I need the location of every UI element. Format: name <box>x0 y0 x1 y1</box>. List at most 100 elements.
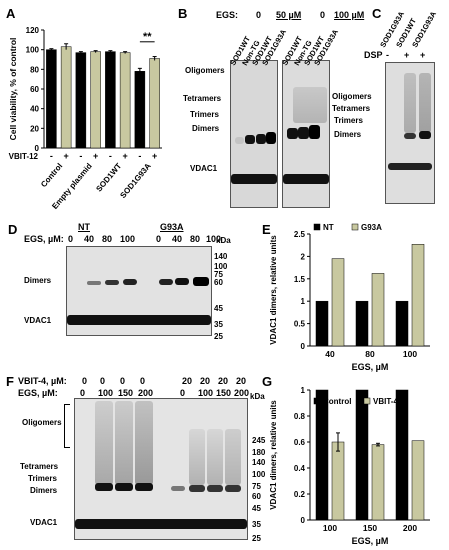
blot-f-vbit-value: 20 <box>200 376 211 386</box>
blot-c <box>385 62 435 204</box>
egs-label: EGS: <box>216 10 239 20</box>
panel-letter-g: G <box>262 374 273 389</box>
blot-d-marker: 100 <box>214 262 228 271</box>
blot-f-marker: 100 <box>252 470 266 479</box>
g-bar <box>371 444 385 521</box>
e-bar <box>331 258 345 347</box>
a-bar <box>60 46 72 149</box>
egs-um-label: EGS, µM: <box>24 234 64 244</box>
blot-f-label-vdac1: VDAC1 <box>30 518 58 527</box>
e-ytick-label: 2.5 <box>294 230 306 239</box>
blot-f <box>74 398 248 540</box>
blot-f-marker: 75 <box>252 482 261 491</box>
egs-conc-50: 50 µM <box>276 10 302 20</box>
dsp-sign-2: + <box>404 50 410 60</box>
blot-d-marker: 75 <box>214 270 223 279</box>
g-y-label: VDAC1 dimers, relative units <box>269 400 278 510</box>
g-x-label: EGS, µM <box>352 536 389 546</box>
blot-f-marker: 25 <box>252 534 261 543</box>
blot-d-marker: 140 <box>214 252 228 261</box>
e-category-label: 100 <box>403 349 417 359</box>
dsp-sign-3: + <box>420 50 426 60</box>
blot-f-marker: 245 <box>252 436 266 445</box>
blot-b-left <box>230 60 278 208</box>
egs-label-f: EGS, µM: <box>18 388 58 398</box>
a-group-label: SOD1WT <box>94 161 123 193</box>
blot-f-label-oligomers: Oligomers <box>22 418 62 427</box>
blot-d-egs-value: 40 <box>84 234 95 244</box>
blot-f-vbit-value: 20 <box>218 376 229 386</box>
blot-f-marker: 180 <box>252 448 266 457</box>
blot-d-marker: 45 <box>214 304 223 313</box>
e-y-label: VDAC1 dimers, relative units <box>269 235 278 345</box>
vbit-label: VBIT-4, µM: <box>18 376 67 386</box>
blot-f-vbit-value: 0 <box>140 376 146 386</box>
blot-f-vbit-value: 0 <box>100 376 106 386</box>
panel-letter-c: C <box>372 6 382 21</box>
blot-d-marker: 25 <box>214 332 223 341</box>
blot-f-marker: 45 <box>252 504 261 513</box>
blot-d-egs-value: 40 <box>172 234 183 244</box>
g-category-label: 150 <box>363 523 377 533</box>
a-ytick-label: 120 <box>26 26 40 35</box>
blot-c-lane-label: SOD1G93A <box>410 9 439 49</box>
a-treatment-sign: + <box>122 151 127 161</box>
egs-conc-100: 100 µM <box>334 10 365 20</box>
g-ytick-label: 0.4 <box>294 464 306 473</box>
a-treatment-sign: + <box>63 151 68 161</box>
g-category-label: 200 <box>403 523 417 533</box>
e-bar <box>411 244 425 347</box>
g-legend-swatch <box>313 397 321 405</box>
blot-b-label-vdac1: VDAC1 <box>190 164 218 173</box>
panel-letter-e: E <box>262 222 271 237</box>
g-bar <box>331 441 345 521</box>
a-bar <box>75 52 87 149</box>
blot-f-label-dimers: Dimers <box>30 486 58 495</box>
g-ytick-label: 0.6 <box>294 438 306 447</box>
group-nt: NT <box>78 222 90 232</box>
blot-f-marker: 60 <box>252 492 261 501</box>
kda-label-d: kDa <box>216 236 231 245</box>
a-bar <box>105 51 116 149</box>
blot-f-egs-value: 200 <box>234 388 250 398</box>
blot-f-vbit-value: 20 <box>182 376 193 386</box>
blot-f-vbit-value: 0 <box>120 376 126 386</box>
blot-f-egs-value: 0 <box>80 388 86 398</box>
a-y-label: Cell viability, % of control <box>8 38 18 141</box>
blot-d-egs-value: 0 <box>156 234 162 244</box>
blot-f-marker: 140 <box>252 458 266 467</box>
g-bar <box>355 389 369 521</box>
g-legend-label: VBIT-4 <box>373 397 398 406</box>
e-legend-swatch <box>313 223 321 231</box>
dsp-label: DSP <box>364 50 383 60</box>
panel-letter-d: D <box>8 222 18 237</box>
blot-d <box>66 246 212 336</box>
e-category-label: 80 <box>365 349 375 359</box>
a-treatment-label: VBIT-12 <box>9 152 39 161</box>
blot-b-right-trimers: Trimers <box>334 116 363 125</box>
dsp-sign-1: - <box>386 50 389 60</box>
e-bar <box>355 300 369 347</box>
oligomers-bracket <box>64 404 70 448</box>
a-bar <box>134 71 146 149</box>
g-bar <box>395 389 409 521</box>
a-treatment-sign: - <box>138 151 141 161</box>
egs-conc-0b: 0 <box>320 10 326 20</box>
blot-f-egs-value: 200 <box>138 388 154 398</box>
a-sig-label: ** <box>143 31 152 43</box>
blot-f-egs-value: 150 <box>216 388 232 398</box>
a-ytick-label: 20 <box>30 124 39 133</box>
dimers-chart-g: 0 0.2 0.4 0.6 0.8 1 VDAC1 dimers, relative uni… <box>269 386 430 546</box>
blot-d-marker: 35 <box>214 320 223 329</box>
e-bar <box>371 273 385 347</box>
e-ytick-label: 2 <box>301 252 306 261</box>
dimers-chart-e: 0 0.5 1 1.5 2 2.5 VDAC1 dimers, relative units… <box>269 223 430 372</box>
e-legend-label: G93A <box>361 223 382 232</box>
e-ytick-label: 0 <box>301 342 306 351</box>
e-legend-label: NT <box>323 223 334 232</box>
panel-letter-b: B <box>178 6 188 21</box>
a-ytick-label: 40 <box>30 105 39 114</box>
viability-chart: 0 20 40 60 80 100 120 Cell viability, % of cont… <box>8 26 162 211</box>
blot-f-vbit-value: 20 <box>236 376 247 386</box>
a-ytick-label: 0 <box>35 144 40 153</box>
